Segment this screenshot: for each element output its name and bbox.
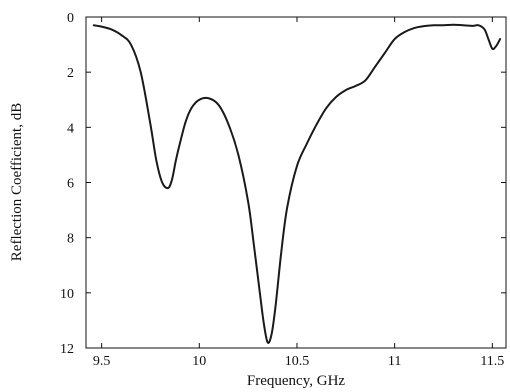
y-tick-label: 0 — [67, 11, 74, 26]
axis-tick-labels: 9.5 10 10.5 11 11.5 0 2 4 6 8 10 12 — [60, 11, 504, 369]
x-tick-label: 10 — [192, 354, 206, 369]
x-tick-label: 10.5 — [285, 354, 310, 369]
x-tick-label: 11.5 — [480, 354, 504, 369]
y-tick-label: 6 — [67, 177, 74, 192]
y-tick-label: 4 — [67, 121, 74, 136]
y-tick-label: 10 — [60, 287, 74, 302]
x-tick-label: 9.5 — [93, 354, 111, 369]
x-axis-title: Frequency, GHz — [247, 373, 346, 389]
y-tick-label: 8 — [67, 232, 74, 247]
y-tick-label: 2 — [67, 66, 74, 81]
y-tick-label: 12 — [60, 342, 74, 357]
series-line — [92, 23, 502, 344]
axis-ticks — [86, 16, 506, 349]
x-tick-label: 11 — [388, 354, 401, 369]
plot-frame — [85, 16, 507, 349]
y-axis-title: Reflection Coefficient, dB — [9, 103, 25, 261]
